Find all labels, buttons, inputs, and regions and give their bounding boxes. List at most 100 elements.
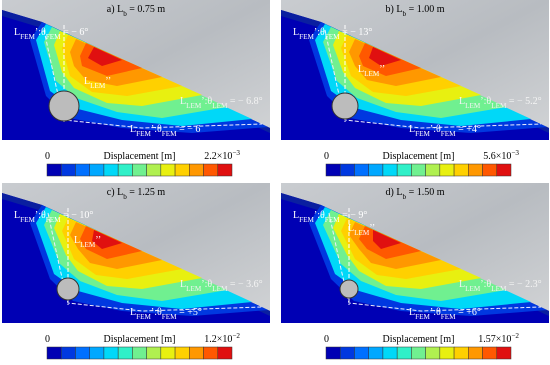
- fem-low-label-part: ’:θ: [430, 124, 441, 135]
- lem-right-label-part: LEM: [491, 102, 507, 110]
- colorbar-swatch: [339, 163, 355, 177]
- colorbar-max-part: −3: [511, 149, 519, 157]
- colorbar-swatch: [411, 346, 426, 360]
- panel-title-part: = 1.00 m: [406, 4, 445, 15]
- fem-top-label-part: FEM: [299, 33, 314, 41]
- lem-label-part: ’’: [105, 76, 111, 87]
- lem-right-label-part: ’:θ: [201, 279, 212, 290]
- fem-top-label-part: FEM: [325, 33, 340, 41]
- colorbar-swatch: [396, 163, 412, 177]
- fem-low-label-part: L: [409, 124, 415, 135]
- colorbar: 0 Displacement [m] 5.6×10−3: [324, 149, 519, 177]
- fem-low-label-part: FEM: [415, 130, 430, 138]
- panel-title-part: b: [402, 193, 406, 201]
- colorbar-min: 0: [45, 334, 50, 345]
- fem-top-label-part: FEM: [46, 216, 61, 224]
- contour-band: [92, 230, 122, 249]
- colorbar-swatch: [439, 163, 455, 177]
- fem-top-label-part: L: [14, 27, 20, 38]
- colorbar-max-part: −3: [232, 149, 240, 157]
- colorbar-swatch: [468, 346, 483, 360]
- lem-right-label-part: L: [459, 279, 465, 290]
- contour-band: [369, 47, 401, 66]
- fem-low-label-part: L: [130, 124, 136, 135]
- panel-title-part: b) L: [386, 4, 403, 15]
- colorbar-swatch: [425, 346, 441, 360]
- fem-top-label: LFEM’:θFEM = − 9°: [293, 210, 367, 224]
- colorbar-min: 0: [45, 151, 50, 162]
- lem-label-part: ’’: [369, 223, 375, 234]
- panel-title-part: b: [123, 193, 127, 201]
- fem-low-label: LFEM’:θFEM = +6°: [409, 307, 481, 321]
- fem-top-label-part: = − 13°: [340, 27, 373, 38]
- colorbar-swatch: [396, 346, 412, 360]
- colorbar-swatch: [217, 346, 233, 360]
- panel-title-part: = 0.75 m: [127, 4, 166, 15]
- colorbar-label: Displacement [m]: [104, 334, 176, 345]
- colorbar-swatch: [482, 346, 498, 360]
- lem-label-part: L: [358, 64, 364, 75]
- colorbar-swatch: [75, 163, 90, 177]
- colorbar-swatch: [425, 163, 441, 177]
- colorbar-swatch: [453, 346, 469, 360]
- colorbar-swatch: [160, 346, 176, 360]
- colorbar-swatch: [46, 346, 62, 360]
- lem-label-part: ’’: [95, 235, 101, 246]
- lem-label: LLEM’’: [348, 223, 375, 237]
- colorbar-swatch: [117, 163, 133, 177]
- colorbar-swatch: [468, 163, 483, 177]
- colorbar: 0 Displacement [m] 1.57×10−2: [324, 332, 519, 360]
- panel-title-part: b: [123, 10, 127, 18]
- colorbar-max-part: 1.2×10: [204, 334, 232, 345]
- colorbar-swatch: [339, 346, 355, 360]
- lem-right-label-part: LEM: [212, 285, 228, 293]
- lem-label-part: ’’: [379, 64, 385, 75]
- panel-title: d) Lb = 1.50 m: [386, 187, 445, 201]
- lem-label-part: LEM: [90, 82, 106, 90]
- fem-top-label-part: FEM: [299, 216, 314, 224]
- colorbar-swatch: [203, 163, 219, 177]
- lem-label: LLEM’’: [74, 235, 101, 249]
- lem-label: LLEM’’: [84, 76, 111, 90]
- colorbar-min: 0: [324, 151, 329, 162]
- colorbar-max-part: 2.2×10: [204, 151, 232, 162]
- lem-right-label-part: ’:θ: [480, 96, 491, 107]
- colorbar-swatch: [382, 346, 398, 360]
- colorbar-swatch: [189, 163, 204, 177]
- fem-top-label-part: L: [14, 210, 20, 221]
- slope-band: [281, 193, 549, 316]
- fem-low-label-part: L: [130, 307, 136, 318]
- pile: [48, 90, 80, 122]
- fem-low-label-part: = − 6: [177, 124, 201, 135]
- panel-title: a) Lb = 0.75 m: [107, 4, 166, 18]
- colorbar-swatch: [382, 163, 398, 177]
- lem-right-label-part: LEM: [186, 285, 202, 293]
- panel-title: c) Lb = 1.25 m: [107, 187, 166, 201]
- fem-low-label-part: ’:θ: [151, 124, 162, 135]
- panel-title-part: d) L: [386, 187, 403, 198]
- lem-right-label-part: L: [459, 96, 465, 107]
- colorbar-swatch: [146, 163, 162, 177]
- panel-title-part: c) L: [107, 187, 123, 198]
- colorbar-swatch: [325, 163, 341, 177]
- slip-line: [47, 212, 263, 312]
- lem-right-label: LLEM’:θLEM = − 2.3°: [459, 279, 542, 293]
- simulation-image: [2, 0, 270, 140]
- colorbar-swatch: [325, 346, 341, 360]
- fem-top-label-part: FEM: [20, 216, 35, 224]
- lem-label: LLEM’’: [358, 64, 385, 78]
- fem-top-label-part: ’:θ: [314, 27, 325, 38]
- fem-top-label-part: L: [293, 27, 299, 38]
- slope-band: [2, 10, 270, 133]
- lem-right-label-part: = − 3.6°: [227, 279, 262, 290]
- lem-right-label: LLEM’:θLEM = − 5.2°: [459, 96, 542, 110]
- fem-low-label-part: ’:θ: [151, 307, 162, 318]
- fem-top-label-part: FEM: [46, 33, 61, 41]
- fem-top-label-part: ’:θ: [314, 210, 325, 221]
- fem-top-label-part: FEM: [325, 216, 340, 224]
- panel-title-part: a) L: [107, 4, 123, 15]
- slip-line: [324, 29, 542, 129]
- fem-low-label: LFEM’:θFEM = +5°: [130, 307, 202, 321]
- colorbar-swatch: [103, 163, 119, 177]
